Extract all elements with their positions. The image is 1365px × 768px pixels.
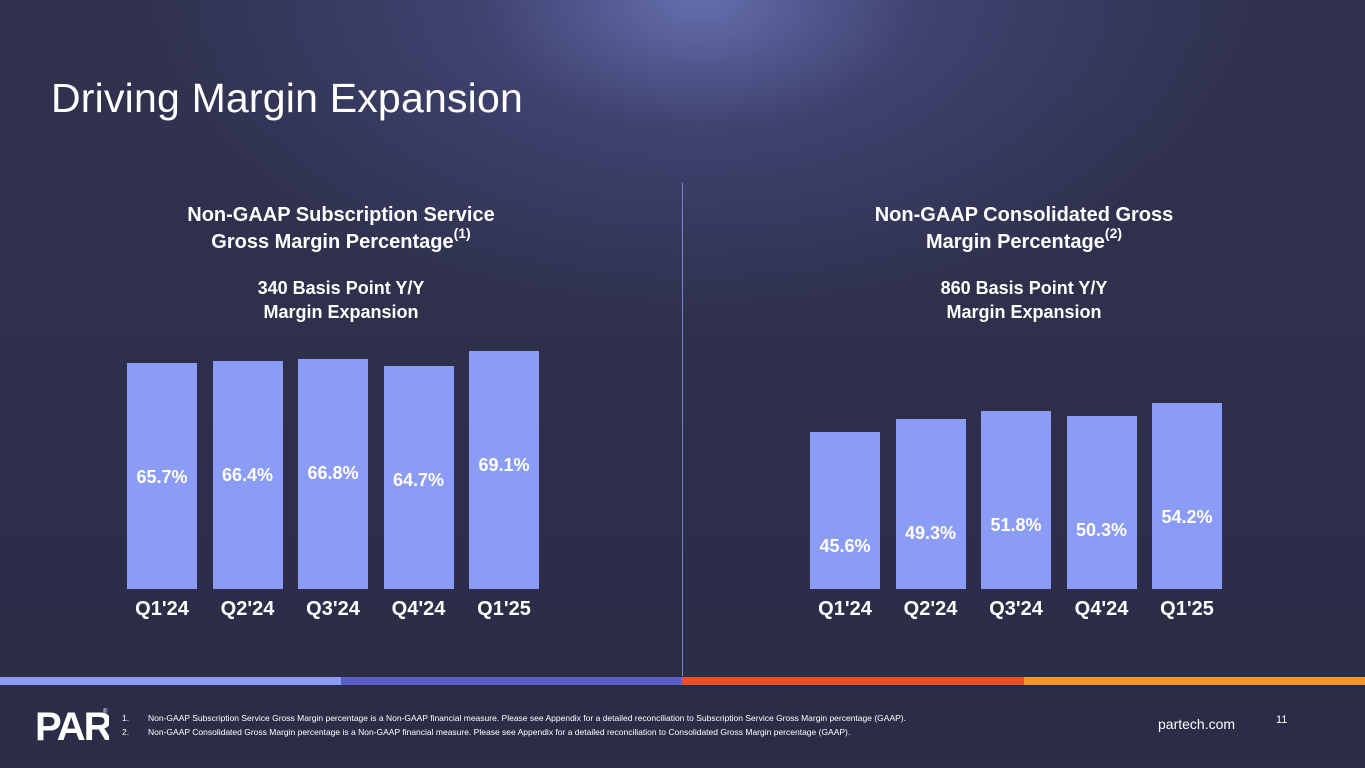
website-link[interactable]: partech.com [1158,716,1236,732]
chart-panel-consolidated: Non-GAAP Consolidated Gross Margin Perce… [683,0,1365,680]
footnote-number: 2. [122,727,130,737]
footnote-2: 2. Non-GAAP Consolidated Gross Margin per… [122,725,906,739]
bar-Q424 [1066,415,1137,589]
bar-Q224 [895,419,966,589]
bar-value-label: 66.4% [221,464,274,485]
footnote-text: Non-GAAP Subscription Service Gross Marg… [148,713,906,723]
svg-text:®: ® [103,708,108,715]
chart-title: Non-GAAP Consolidated Gross Margin Perce… [683,202,1365,256]
chart-subtitle: 860 Basis Point Y/Y Margin Expansion [683,276,1365,324]
bar-Q324 [981,410,1051,589]
bar-value-label: 64.7% [392,470,445,491]
logo-text: PAR [35,706,109,744]
footnote-ref: (1) [453,225,471,241]
x-tick-label: Q4'24 [391,598,446,620]
x-tick-label: Q1'25 [477,598,531,620]
x-tick-label: Q1'24 [818,598,872,620]
x-tick-label: Q3'24 [306,598,360,620]
x-tick-label: Q4'24 [1074,598,1129,620]
brand-stripe-2 [341,677,682,685]
footnote-text: Non-GAAP Consolidated Gross Margin perce… [148,727,851,737]
chart-subtitle-line2: Margin Expansion [946,302,1102,322]
bar-value-label: 45.6% [819,536,871,557]
bar-Q125 [469,351,539,589]
x-tick-label: Q1'25 [1160,598,1214,620]
bar-value-label: 49.3% [904,523,957,544]
bar-Q424 [383,366,454,589]
chart-subtitle: 340 Basis Point Y/Y Margin Expansion [0,276,682,324]
panel-divider [682,183,683,676]
chart-title-line1: Non-GAAP Consolidated Gross [874,204,1174,226]
footnote-number: 1. [122,713,130,723]
brand-stripe-1 [0,677,341,685]
bar-Q124 [810,432,880,589]
chart-title-line1: Non-GAAP Subscription Service [187,204,495,226]
par-logo: PAR ® [35,706,109,744]
footnotes: 1. Non-GAAP Subscription Service Gross Ma… [122,711,906,739]
x-tick-label: Q3'24 [989,598,1043,620]
bar-value-label: 54.2% [1161,506,1213,527]
x-tick-label: Q2'24 [220,598,275,620]
chart-subtitle-line2: Margin Expansion [263,302,419,322]
footnote-1: 1. Non-GAAP Subscription Service Gross Ma… [122,711,906,725]
chart-subtitle-line1: 340 Basis Point Y/Y [257,278,425,298]
bar-Q124 [127,362,197,589]
brand-stripe-3 [682,677,1024,685]
bar-value-label: 69.1% [478,455,530,476]
bar-Q324 [298,359,368,589]
chart-panel-subscription: Non-GAAP Subscription Service Gross Marg… [0,0,682,680]
chart-title: Non-GAAP Subscription Service Gross Marg… [0,202,682,256]
bar-Q125 [1152,402,1222,589]
bar-value-label: 66.8% [307,463,359,484]
page-number: 11 [1276,714,1288,726]
bar-value-label: 51.8% [990,514,1042,535]
brand-stripe-4 [1024,677,1365,685]
chart-title-line2: Gross Margin Percentage [211,231,454,253]
bar-Q224 [212,360,283,589]
x-tick-label: Q1'24 [135,598,189,620]
footnote-ref: (2) [1104,225,1123,241]
x-tick-label: Q2'24 [903,598,958,620]
bar-value-label: 65.7% [136,466,188,487]
bar-value-label: 50.3% [1075,519,1128,540]
chart-subtitle-line1: 860 Basis Point Y/Y [940,278,1108,298]
page-title: Driving Margin Expansion [51,75,523,122]
footer [0,685,1365,768]
chart-title-line2: Margin Percentage [925,231,1105,253]
